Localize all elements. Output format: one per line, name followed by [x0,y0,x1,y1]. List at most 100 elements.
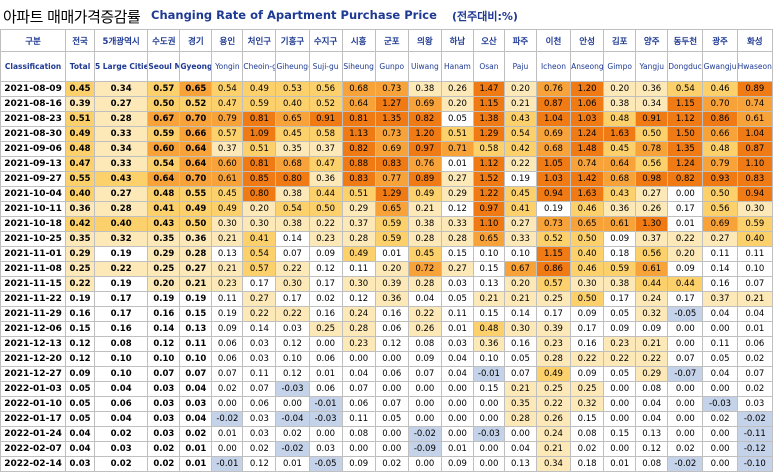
value-cell: 0.02 [242,441,277,457]
table-row: 2021-12-27 0.09 0.10 0.07 0.07 0.07 0.11 0.12 0.… [0,366,773,382]
row-date: 2022-01-03 [0,381,67,397]
value-cell: 0.45 [211,186,244,202]
value-cell: 0.49 [242,81,277,97]
column-header-en: Anseong [570,51,605,82]
column-header-en: Total [65,51,95,82]
value-cell: 0.01 [440,321,474,337]
value-cell: 0.02 [736,381,773,397]
value-cell: 0.00 [603,441,637,457]
value-cell: 0.59 [374,231,409,247]
value-cell: 0.10 [147,351,181,367]
value-cell: 0.12 [341,291,376,307]
value-cell: 0.21 [635,336,669,352]
value-cell: 0.58 [472,141,505,157]
value-cell: 0.35 [275,141,310,157]
value-cell: 1.29 [472,126,505,142]
column-header-en: Gunpo [374,51,409,82]
value-cell: 0.00 [472,441,505,457]
value-cell: 0.21 [472,291,505,307]
value-cell: 1.50 [667,126,704,142]
value-cell: 0.00 [667,321,704,337]
value-cell: 0.04 [503,441,537,457]
value-cell: 0.07 [179,366,213,382]
value-cell: 0.11 [440,306,474,322]
value-cell: 0.23 [308,231,343,247]
value-cell: 0.09 [341,456,376,472]
value-cell: 1.09 [242,126,277,142]
value-cell: 0.16 [147,306,181,322]
value-cell: 0.12 [308,261,343,277]
value-cell: 0.29 [635,366,669,382]
table-row: 2021-09-27 0.55 0.43 0.64 0.70 0.61 0.85 0.80 0.… [0,171,773,187]
value-cell: 0.05 [65,381,95,397]
value-cell: 0.08 [341,426,376,442]
value-cell: 0.55 [65,171,95,187]
value-cell: 0.54 [275,201,310,217]
value-cell: 0.08 [570,426,605,442]
value-cell: 0.54 [503,126,537,142]
value-cell: 0.27 [503,216,537,232]
value-cell: 0.39 [374,276,409,292]
value-cell: 0.00 [407,456,442,472]
value-cell: 0.01 [179,456,213,472]
column-header-kr: 용인 [211,29,244,52]
value-cell: 0.33 [93,156,149,172]
value-cell: 0.16 [308,306,343,322]
value-cell: 0.45 [407,246,442,262]
row-date: 2021-11-01 [0,246,67,262]
value-cell: 0.49 [211,201,244,217]
value-cell: -0.01 [308,396,343,412]
value-cell: 0.69 [535,126,572,142]
table-row: 2021-08-23 0.51 0.28 0.67 0.70 0.79 0.81 0.65 0.… [0,111,773,127]
value-cell: 0.64 [603,156,637,172]
value-cell: -0.03 [308,411,343,427]
value-cell: 0.22 [535,396,572,412]
value-cell: 0.70 [702,96,738,112]
value-cell: 0.07 [667,351,704,367]
value-cell: 1.15 [472,96,505,112]
value-cell: 0.22 [635,351,669,367]
value-cell: 0.12 [635,441,669,457]
value-cell: 0.60 [211,156,244,172]
value-cell: 0.59 [147,126,181,142]
value-cell: 0.21 [503,96,537,112]
value-cell: 0.22 [65,276,95,292]
value-cell: 1.05 [535,156,572,172]
value-cell: 0.37 [308,141,343,157]
value-cell: 1.12 [667,111,704,127]
value-cell: 0.01 [667,216,704,232]
table-row: 2021-12-13 0.12 0.08 0.12 0.11 0.06 0.03 0.12 0.… [0,336,773,352]
value-cell: 0.30 [242,216,277,232]
value-cell: 0.00 [667,186,704,202]
column-header-kr: 전국 [65,29,95,52]
table-row: 2021-09-06 0.48 0.34 0.60 0.64 0.37 0.51 0.35 0.… [0,141,773,157]
value-cell: 0.00 [702,426,738,442]
table-row: 2021-08-30 0.49 0.33 0.59 0.66 0.57 1.09 0.45 0.… [0,126,773,142]
value-cell: 0.57 [535,276,572,292]
value-cell: 0.05 [440,291,474,307]
value-cell: 0.65 [374,201,409,217]
value-cell: 0.49 [65,126,95,142]
value-cell: 0.38 [407,81,442,97]
value-cell: 0.26 [407,321,442,337]
value-cell: 0.26 [535,411,572,427]
value-cell: 0.94 [535,186,572,202]
value-cell: 0.21 [503,381,537,397]
value-cell: 0.50 [702,186,738,202]
value-cell: 0.00 [472,411,505,427]
value-cell: 0.03 [179,396,213,412]
table-row: 2021-11-08 0.25 0.22 0.25 0.27 0.21 0.57 0.22 0.… [0,261,773,277]
value-cell: 0.36 [374,291,409,307]
table-row: 2021-10-18 0.42 0.40 0.43 0.50 0.30 0.30 0.38 0.… [0,216,773,232]
value-cell: 0.17 [242,276,277,292]
value-cell: 0.18 [603,246,637,262]
value-cell: 0.46 [570,261,605,277]
value-cell: 1.10 [472,216,505,232]
value-cell: 0.30 [736,201,773,217]
value-cell: 0.02 [308,291,343,307]
value-cell: 0.17 [667,291,704,307]
value-cell: -0.11 [736,426,773,442]
column-header-kr: 기흥구 [275,29,310,52]
value-cell: 0.04 [635,411,669,427]
value-cell: 0.61 [603,216,637,232]
